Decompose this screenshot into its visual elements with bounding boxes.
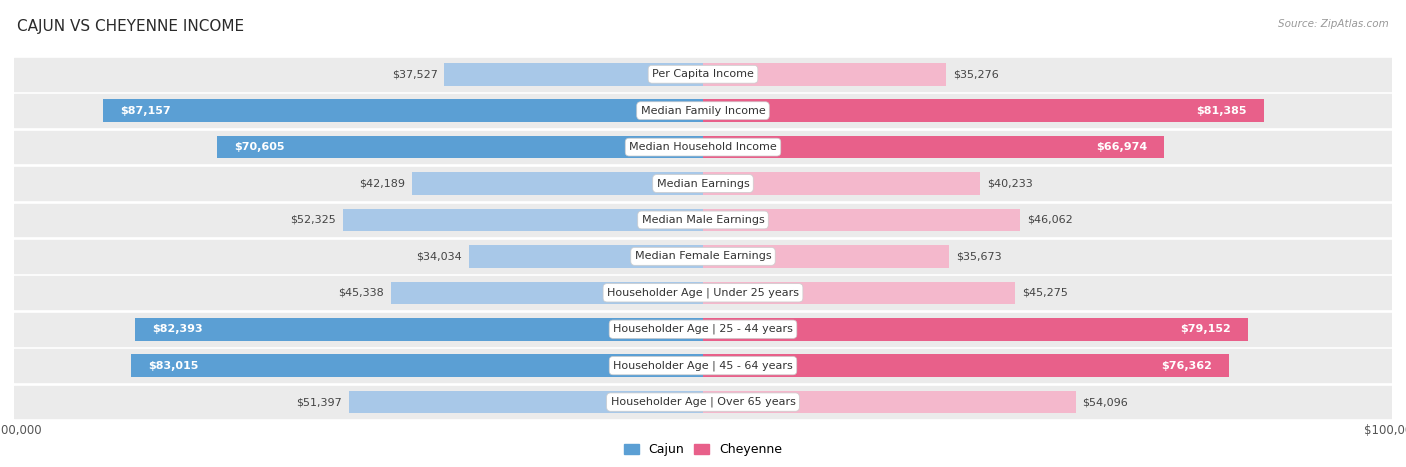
Bar (14, 347, 1392, 384)
Bar (14, 384, 1392, 420)
Text: $45,338: $45,338 (337, 288, 384, 298)
Text: Median Household Income: Median Household Income (628, 142, 778, 152)
Bar (14, 313, 1392, 346)
Bar (14, 58, 1392, 91)
Text: $40,233: $40,233 (987, 178, 1033, 189)
Text: Source: ZipAtlas.com: Source: ZipAtlas.com (1278, 19, 1389, 28)
Text: Householder Age | Under 25 years: Householder Age | Under 25 years (607, 288, 799, 298)
Bar (131, 354, 703, 377)
Text: Householder Age | 45 - 64 years: Householder Age | 45 - 64 years (613, 361, 793, 371)
Bar (14, 56, 1392, 92)
Text: $52,325: $52,325 (290, 215, 336, 225)
Bar (703, 172, 980, 195)
Bar (14, 204, 1392, 236)
Bar (14, 238, 1392, 275)
Bar (703, 136, 1164, 158)
Text: $34,034: $34,034 (416, 251, 461, 262)
Text: $70,605: $70,605 (233, 142, 284, 152)
Text: Median Female Earnings: Median Female Earnings (634, 251, 772, 262)
Text: $79,152: $79,152 (1180, 324, 1232, 334)
Text: $37,527: $37,527 (392, 69, 437, 79)
Text: $45,275: $45,275 (1022, 288, 1067, 298)
Bar (14, 94, 1392, 127)
Bar (14, 275, 1392, 311)
Bar (444, 63, 703, 85)
Text: Median Male Earnings: Median Male Earnings (641, 215, 765, 225)
Legend: Cajun, Cheyenne: Cajun, Cheyenne (619, 439, 787, 461)
Bar (14, 129, 1392, 165)
Bar (103, 99, 703, 122)
Text: Per Capita Income: Per Capita Income (652, 69, 754, 79)
Text: $46,062: $46,062 (1028, 215, 1073, 225)
Bar (703, 354, 1229, 377)
Text: $42,189: $42,189 (360, 178, 405, 189)
Text: Householder Age | Over 65 years: Householder Age | Over 65 years (610, 397, 796, 407)
Text: $82,393: $82,393 (153, 324, 204, 334)
Bar (14, 386, 1392, 418)
Bar (468, 245, 703, 268)
Text: Median Family Income: Median Family Income (641, 106, 765, 116)
Bar (217, 136, 703, 158)
Bar (135, 318, 703, 340)
Bar (349, 391, 703, 413)
Bar (703, 318, 1249, 340)
Bar (703, 209, 1021, 231)
Text: Householder Age | 25 - 44 years: Householder Age | 25 - 44 years (613, 324, 793, 334)
Bar (412, 172, 703, 195)
Bar (703, 391, 1076, 413)
Bar (703, 245, 949, 268)
Text: $66,974: $66,974 (1095, 142, 1147, 152)
Text: $87,157: $87,157 (120, 106, 170, 116)
Text: $83,015: $83,015 (148, 361, 198, 371)
Bar (391, 282, 703, 304)
Bar (14, 92, 1392, 129)
Bar (14, 240, 1392, 273)
Bar (14, 131, 1392, 163)
Text: $76,362: $76,362 (1161, 361, 1212, 371)
Bar (14, 165, 1392, 202)
Bar (14, 202, 1392, 238)
Text: $35,276: $35,276 (953, 69, 998, 79)
Text: $81,385: $81,385 (1197, 106, 1247, 116)
Bar (14, 167, 1392, 200)
Text: CAJUN VS CHEYENNE INCOME: CAJUN VS CHEYENNE INCOME (17, 19, 245, 34)
Text: Median Earnings: Median Earnings (657, 178, 749, 189)
Bar (703, 63, 946, 85)
Bar (14, 349, 1392, 382)
Bar (14, 311, 1392, 347)
Text: $54,096: $54,096 (1083, 397, 1129, 407)
Bar (343, 209, 703, 231)
Bar (14, 276, 1392, 309)
Text: $35,673: $35,673 (956, 251, 1001, 262)
Bar (703, 99, 1264, 122)
Bar (703, 282, 1015, 304)
Text: $51,397: $51,397 (297, 397, 342, 407)
